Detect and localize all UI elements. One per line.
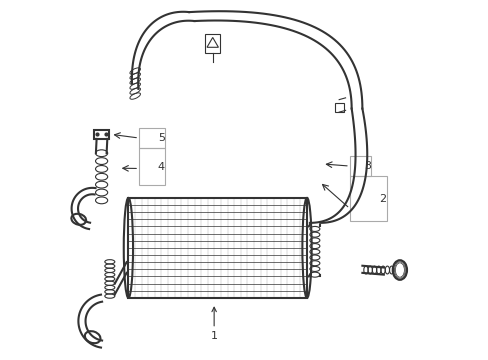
Bar <box>349 156 370 176</box>
Bar <box>334 103 343 112</box>
Text: 2: 2 <box>379 194 386 204</box>
Bar <box>128 198 306 298</box>
Bar <box>349 176 386 221</box>
Bar <box>94 130 109 139</box>
Text: 1: 1 <box>210 307 217 342</box>
Text: 5: 5 <box>158 133 164 143</box>
Bar <box>205 33 220 53</box>
Text: 3: 3 <box>364 161 370 171</box>
Bar <box>139 148 164 185</box>
Bar <box>139 128 164 148</box>
Text: 4: 4 <box>158 162 164 172</box>
